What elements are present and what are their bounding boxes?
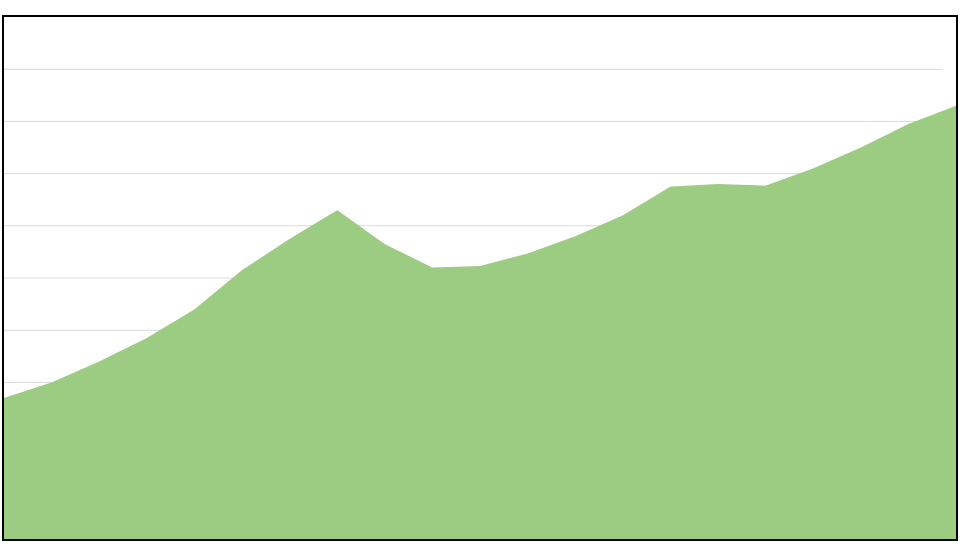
chart-frame bbox=[2, 15, 958, 541]
area-chart bbox=[4, 68, 956, 539]
area-series-fill bbox=[4, 105, 956, 539]
area-series bbox=[4, 105, 956, 539]
